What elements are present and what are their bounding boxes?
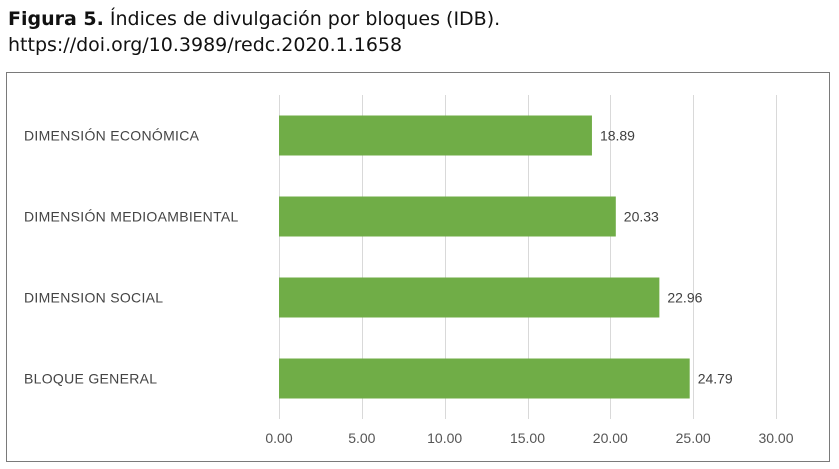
x-tick-label: 20.00 (593, 430, 628, 446)
figure-title: Índices de divulgación por bloques (IDB)… (103, 8, 501, 30)
category-label: DIMENSIÓN ECONÓMICA (24, 128, 200, 144)
data-label: 24.79 (698, 371, 733, 387)
x-tick-label: 15.00 (510, 430, 545, 446)
category-label: DIMENSIÓN MEDIOAMBIENTAL (24, 209, 239, 225)
bar (279, 115, 592, 156)
x-tick-label: 0.00 (265, 430, 292, 446)
bar-chart: 0.00 5.00 10.00 15.00 20.00 25.00 30.00 DIMENSI… (24, 95, 794, 446)
x-tick-label: 30.00 (758, 430, 793, 446)
x-tick-label: 5.00 (348, 430, 375, 446)
figure-doi: https://doi.org/10.3989/redc.2020.1.1658 (8, 34, 403, 56)
bar (279, 196, 616, 237)
bar (279, 277, 660, 318)
caption-title-line: Figura 5. Índices de divulgación por blo… (8, 6, 833, 32)
x-tick-label: 10.00 (427, 430, 462, 446)
bar (279, 358, 690, 399)
data-label: 22.96 (667, 290, 702, 306)
figure-label: Figura 5. (8, 8, 104, 30)
x-tick-label: 25.00 (676, 430, 711, 446)
data-label: 18.89 (600, 128, 635, 144)
chart-frame: 0.00 5.00 10.00 15.00 20.00 25.00 30.00 DIMENSI… (6, 72, 830, 462)
category-label: BLOQUE GENERAL (24, 371, 157, 387)
figure-caption: Figura 5. Índices de divulgación por blo… (8, 6, 833, 58)
data-label: 20.33 (624, 209, 659, 225)
category-label: DIMENSION SOCIAL (24, 290, 163, 306)
